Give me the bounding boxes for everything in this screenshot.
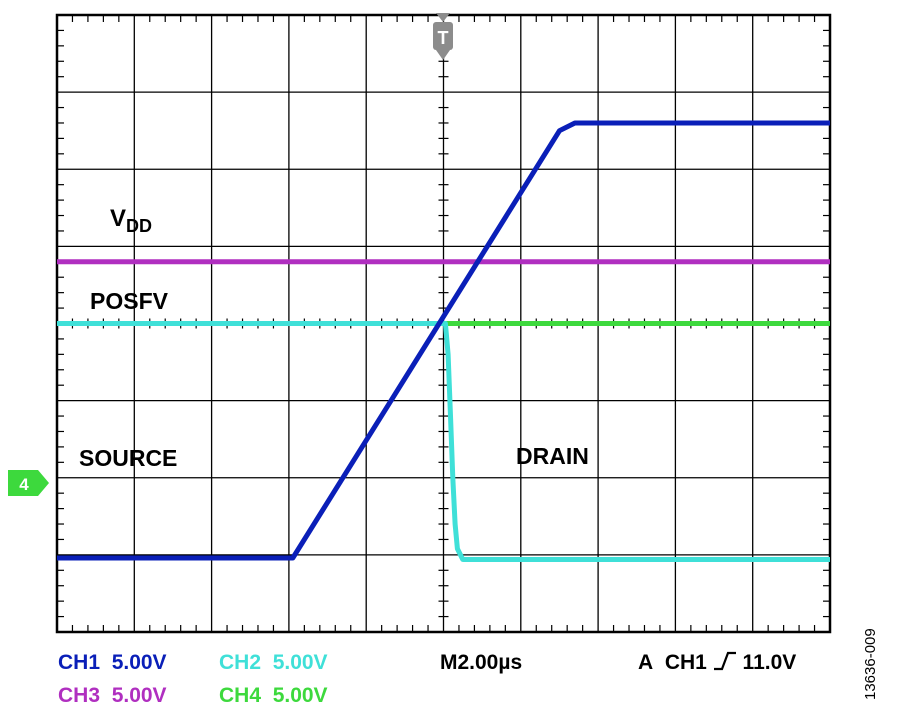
trace-source (57, 120, 830, 561)
traces (57, 120, 830, 562)
ch3-scale: CH3 5.00V (58, 684, 167, 708)
drain-label: DRAIN (516, 443, 589, 469)
ch1-scale: CH1 5.00V (58, 651, 167, 675)
ch1-value: 5.00V (111, 651, 167, 674)
ch4-ground-marker-label: 4 (19, 475, 29, 494)
trigger-channel: CH1 (664, 651, 707, 674)
trigger-readout: A CH1 11.0V (638, 651, 796, 675)
ch4-scale: CH4 5.00V (219, 684, 328, 708)
trigger-marker: T (433, 13, 453, 60)
timebase-readout: M2.00µs (440, 651, 523, 674)
ch4-label: CH4 (219, 684, 262, 707)
ch3-value: 5.00V (111, 684, 167, 707)
ch2-label: CH2 (219, 651, 262, 674)
vdd-label: VDD (110, 205, 152, 236)
ch4-value: 5.00V (272, 684, 328, 707)
trigger-marker-label: T (438, 28, 449, 48)
ch4-ground-marker: 4 (8, 470, 49, 496)
ch2-value: 5.00V (272, 651, 328, 674)
trace-drain (57, 321, 830, 562)
vdd-label-subscript: DD (126, 216, 152, 236)
ch2-scale: CH2 5.00V (219, 651, 328, 675)
source-label: SOURCE (79, 445, 177, 471)
posfv-label: POSFV (90, 288, 169, 314)
rising-edge-icon (713, 651, 736, 671)
ch1-label: CH1 (58, 651, 101, 674)
figure-id: 13636-009 (862, 628, 879, 700)
vdd-label-main: V (110, 205, 126, 232)
trigger-level: 11.0V (742, 651, 797, 674)
trigger-prefix: A (638, 651, 654, 674)
ch3-label: CH3 (58, 684, 101, 707)
